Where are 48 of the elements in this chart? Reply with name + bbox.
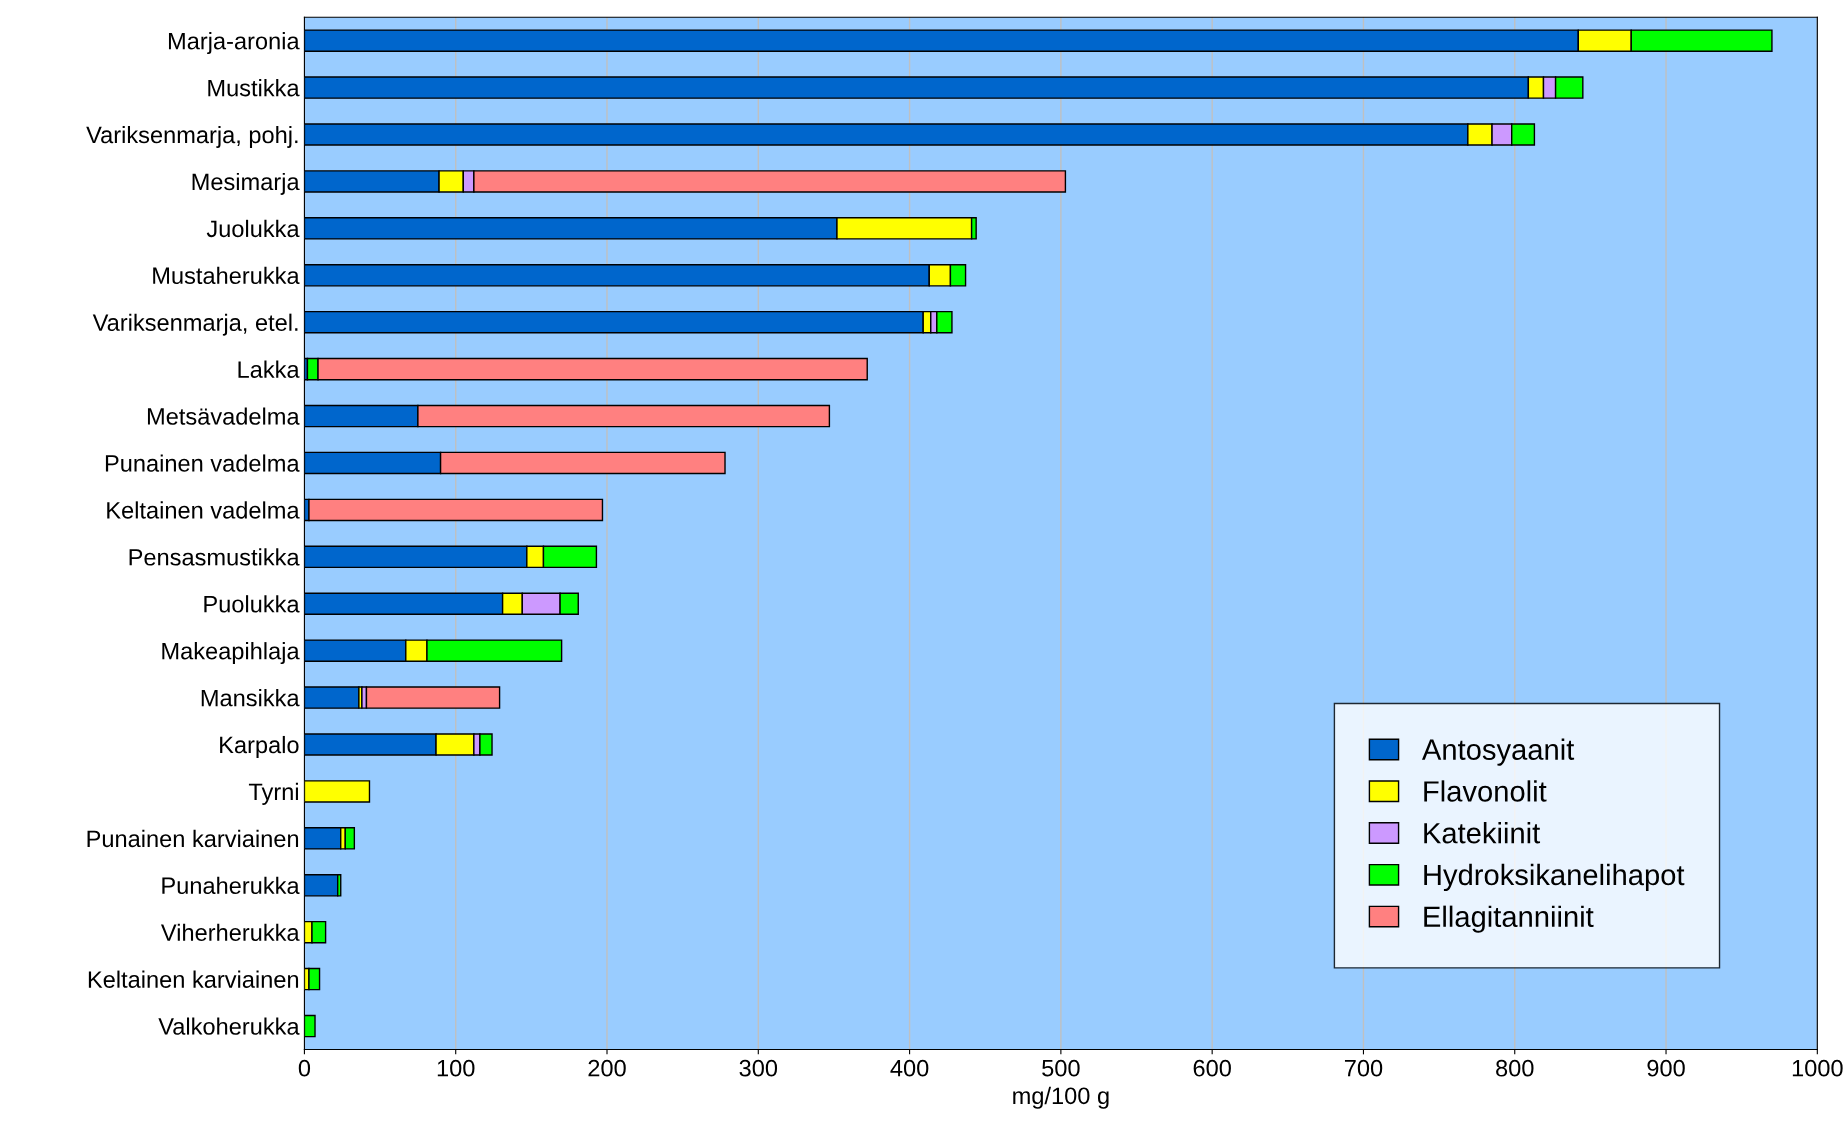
x-axis-title: mg/100 g [1013, 1086, 1109, 1109]
x-tick-label: 100 [437, 1059, 475, 1077]
legend-label: Antosyaanit [1421, 738, 1575, 766]
bar [365, 686, 501, 709]
y-tick-label: Punainen vadelma [105, 454, 300, 472]
y-tick-label: Variksenmarja, pohj. [86, 125, 298, 148]
bar [304, 827, 342, 850]
y-tick-label: Metsävadelma [147, 407, 300, 425]
y-tick-label: Valkoherukka [158, 1017, 300, 1035]
legend-label: Hydroksikanelihapot [1424, 863, 1685, 892]
y-tick-label: Keltainen karviainen [88, 970, 299, 988]
bar [304, 686, 360, 709]
y-tick-label: Punaherukka [162, 876, 300, 895]
x-tick-label: 200 [588, 1059, 626, 1077]
x-tick-label: 800 [1496, 1059, 1534, 1077]
y-tick-label: Pensasmustikka [129, 548, 300, 566]
bar [344, 827, 356, 850]
legend-label: Katekiinit [1424, 822, 1541, 844]
y-tick-label: Makeapihlaja [162, 642, 300, 665]
y-tick-label: Tyrni [248, 782, 298, 805]
x-tick-label: 400 [890, 1059, 929, 1077]
y-tick-label: Keltainen vadelma [107, 501, 300, 519]
x-tick-label: 500 [1042, 1059, 1080, 1077]
x-tick-label: 1000 [1792, 1059, 1843, 1077]
y-tick-label: Viherherukka [160, 923, 300, 941]
x-tick-label: 900 [1647, 1059, 1685, 1077]
y-tick-label: Marja-aronia [168, 32, 300, 55]
y-tick-label: Mustaherukka [153, 266, 300, 285]
y-tick-label: Mansikka [201, 689, 300, 707]
bar [304, 780, 371, 803]
y-tick-label: Lakka [238, 360, 300, 378]
x-tick-label: 0 [298, 1059, 311, 1077]
y-tick-label: Mesimarja [192, 172, 300, 195]
legend-label: Ellagitanniinit [1424, 905, 1594, 933]
y-tick-label: Karpalo [220, 735, 299, 758]
bar [308, 498, 604, 522]
x-tick-label: 300 [739, 1059, 778, 1077]
legend-label: Flavonolit [1424, 780, 1547, 802]
x-tick-label: 700 [1344, 1059, 1383, 1077]
y-tick-label: Puolukka [204, 595, 300, 613]
y-tick-label: Punainen karviainen [87, 829, 299, 848]
bar [304, 1014, 316, 1038]
bar [304, 874, 339, 897]
x-tick-label: 600 [1193, 1059, 1231, 1077]
y-tick-label: Variksenmarja, etel. [92, 313, 298, 336]
y-tick-label: Mustikka [208, 79, 300, 97]
y-tick-label: Juolukka [206, 219, 300, 238]
bar [308, 967, 321, 991]
